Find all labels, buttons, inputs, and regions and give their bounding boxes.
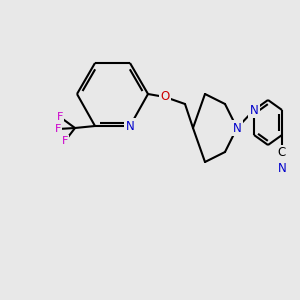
Text: F: F bbox=[57, 112, 63, 122]
Text: N: N bbox=[126, 119, 134, 133]
Text: N: N bbox=[232, 122, 242, 134]
Text: N: N bbox=[278, 163, 286, 176]
Text: C: C bbox=[278, 146, 286, 160]
Text: F: F bbox=[62, 136, 68, 146]
Text: N: N bbox=[250, 103, 258, 116]
Text: F: F bbox=[55, 124, 61, 134]
Text: O: O bbox=[160, 91, 169, 103]
